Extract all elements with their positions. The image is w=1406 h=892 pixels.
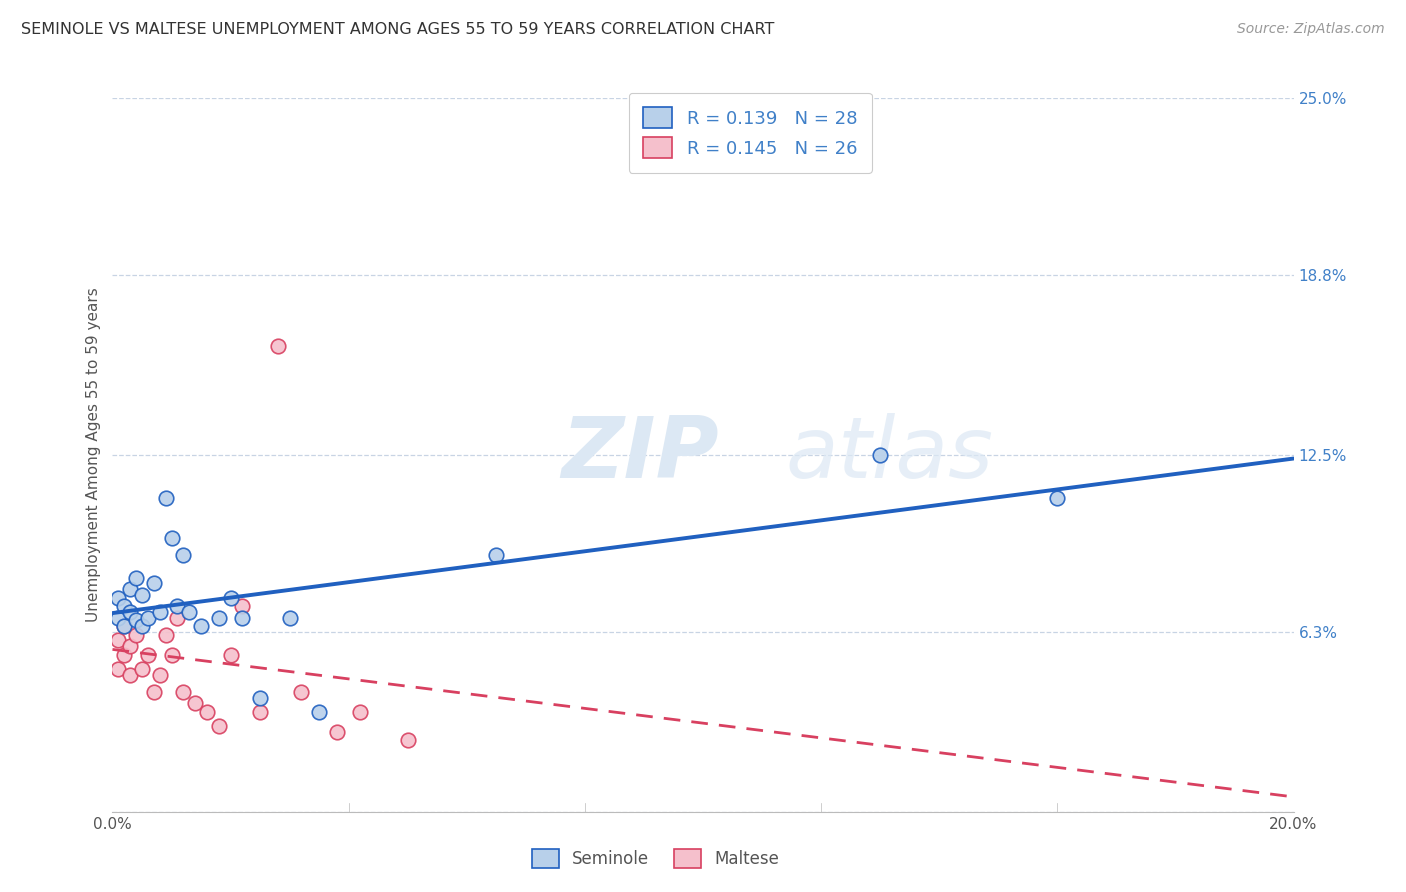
Point [184, 696, 207, 710]
Point [326, 724, 349, 739]
Point [107, 633, 129, 648]
Point [290, 685, 312, 699]
Point [179, 605, 201, 619]
Point [120, 639, 142, 653]
Point [155, 491, 177, 505]
Point [172, 548, 194, 562]
Point [142, 685, 165, 699]
Point [107, 662, 129, 676]
Point [131, 662, 153, 676]
Point [190, 619, 212, 633]
Point [231, 599, 253, 614]
Point [112, 619, 135, 633]
Point [195, 705, 218, 719]
Point [231, 610, 253, 624]
Point [278, 610, 301, 624]
Point [396, 733, 419, 747]
Point [267, 339, 290, 353]
Point [112, 648, 135, 662]
Point [166, 610, 188, 624]
Point [120, 582, 142, 596]
Point [869, 448, 891, 462]
Point [120, 667, 142, 681]
Point [1046, 491, 1069, 505]
Point [136, 648, 159, 662]
Point [219, 591, 242, 605]
Point [136, 610, 159, 624]
Point [208, 719, 231, 733]
Text: SEMINOLE VS MALTESE UNEMPLOYMENT AMONG AGES 55 TO 59 YEARS CORRELATION CHART: SEMINOLE VS MALTESE UNEMPLOYMENT AMONG A… [21, 22, 775, 37]
Point [112, 599, 135, 614]
Point [208, 610, 231, 624]
Point [219, 648, 242, 662]
Point [308, 705, 330, 719]
Point [125, 571, 148, 585]
Point [155, 628, 177, 642]
Point [142, 576, 165, 591]
Point [107, 591, 129, 605]
Point [249, 705, 271, 719]
Point [107, 610, 129, 624]
Point [149, 605, 172, 619]
Text: atlas: atlas [786, 413, 994, 497]
Point [160, 648, 183, 662]
Y-axis label: Unemployment Among Ages 55 to 59 years: Unemployment Among Ages 55 to 59 years [86, 287, 101, 623]
Text: Source: ZipAtlas.com: Source: ZipAtlas.com [1237, 22, 1385, 37]
Point [349, 705, 371, 719]
Point [125, 614, 148, 628]
Point [249, 690, 271, 705]
Text: ZIP: ZIP [561, 413, 718, 497]
Point [172, 685, 194, 699]
Point [125, 628, 148, 642]
Point [485, 548, 508, 562]
Legend: Seminole, Maltese: Seminole, Maltese [526, 842, 786, 875]
Point [120, 605, 142, 619]
Point [131, 588, 153, 602]
Point [149, 667, 172, 681]
Point [166, 599, 188, 614]
Point [131, 619, 153, 633]
Point [160, 531, 183, 545]
Point [112, 619, 135, 633]
